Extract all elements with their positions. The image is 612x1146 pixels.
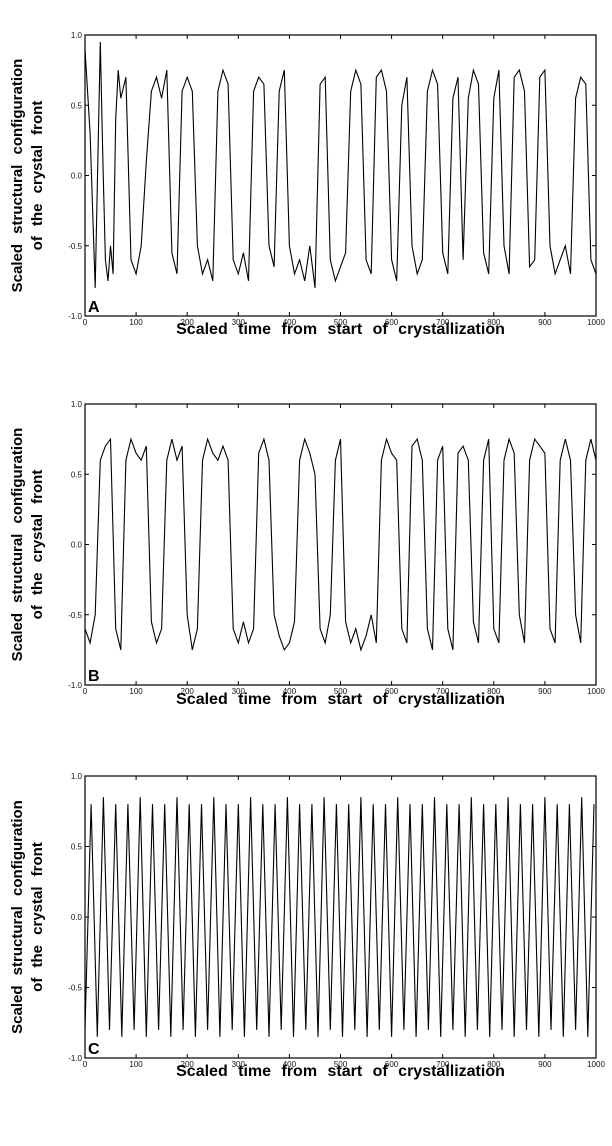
data-series-line <box>84 41 597 288</box>
x-tick-label: 100 <box>129 1060 143 1069</box>
x-tick-label: 200 <box>181 318 195 327</box>
x-tick-label: 0 <box>83 1060 88 1069</box>
y-axis-label-line2: of the crystal front <box>29 470 46 620</box>
y-tick-label: 0.5 <box>71 470 83 479</box>
x-tick-label: 100 <box>129 687 143 696</box>
x-tick-label: 500 <box>334 1060 348 1069</box>
y-axis-label-line2: of the crystal front <box>29 842 46 992</box>
x-tick-label: 200 <box>181 687 195 696</box>
x-tick-label: 500 <box>334 318 348 327</box>
x-axis-label: Scaled time from start of crystallizatio… <box>176 691 505 708</box>
x-tick-label: 0 <box>83 687 88 696</box>
x-tick-label: 700 <box>436 687 450 696</box>
y-tick-label: -1.0 <box>68 1054 82 1063</box>
panel-label: B <box>88 668 100 685</box>
y-tick-label: 0.5 <box>71 843 83 852</box>
y-tick-label: 1.0 <box>71 772 83 781</box>
x-tick-label: 1000 <box>587 318 605 327</box>
y-tick-label: -1.0 <box>68 681 82 690</box>
y-axis-label-line1: Scaled structural configuration <box>9 800 26 1034</box>
y-axis-label-line2: of the crystal front <box>29 101 46 251</box>
y-tick-label: 0.0 <box>71 913 83 922</box>
x-tick-label: 500 <box>334 687 348 696</box>
plot-frame <box>84 34 597 317</box>
x-tick-label: 600 <box>385 1060 399 1069</box>
panel-label: C <box>88 1041 100 1058</box>
y-tick-label: 0.0 <box>71 541 83 550</box>
x-tick-label: 800 <box>487 687 501 696</box>
x-tick-label: 400 <box>283 1060 297 1069</box>
y-tick-label: -1.0 <box>68 312 82 321</box>
x-tick-label: 400 <box>283 687 297 696</box>
y-tick-label: 1.0 <box>71 400 83 409</box>
x-tick-label: 300 <box>232 318 246 327</box>
x-tick-label: 600 <box>385 687 399 696</box>
x-tick-label: 900 <box>538 318 552 327</box>
y-tick-label: -0.5 <box>68 242 82 251</box>
y-tick-label: 0.5 <box>71 101 83 110</box>
x-tick-label: 800 <box>487 318 501 327</box>
y-tick-label: 1.0 <box>71 31 83 40</box>
y-axis-label-line1: Scaled structural configuration <box>9 428 26 662</box>
x-tick-label: 400 <box>283 318 297 327</box>
y-tick-label: -0.5 <box>68 984 82 993</box>
x-axis-label: Scaled time from start of crystallizatio… <box>176 321 505 338</box>
x-tick-label: 1000 <box>587 1060 605 1069</box>
x-tick-label: 200 <box>181 1060 195 1069</box>
x-tick-label: 600 <box>385 318 399 327</box>
data-series-line <box>84 797 595 1037</box>
data-series-line <box>84 437 597 652</box>
x-tick-label: 0 <box>83 318 88 327</box>
x-tick-label: 800 <box>487 1060 501 1069</box>
x-tick-label: 300 <box>232 1060 246 1069</box>
x-tick-label: 900 <box>538 1060 552 1069</box>
y-axis-label-line1: Scaled structural configuration <box>9 59 26 293</box>
x-tick-label: 700 <box>436 1060 450 1069</box>
y-tick-label: -0.5 <box>68 611 82 620</box>
x-tick-label: 700 <box>436 318 450 327</box>
x-axis-label: Scaled time from start of crystallizatio… <box>176 1063 505 1080</box>
x-tick-label: 1000 <box>587 687 605 696</box>
x-tick-label: 300 <box>232 687 246 696</box>
y-tick-label: 0.0 <box>71 172 83 181</box>
panel-label: A <box>88 299 100 316</box>
x-tick-label: 100 <box>129 318 143 327</box>
x-tick-label: 900 <box>538 687 552 696</box>
